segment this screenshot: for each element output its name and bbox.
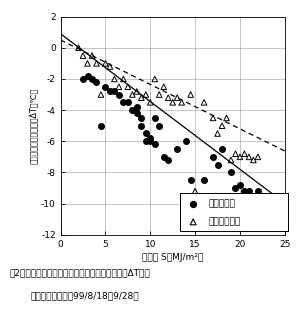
- Point: [139, 123, 144, 129]
- Point: [220, 147, 225, 152]
- Point: [255, 188, 260, 194]
- Point: [135, 104, 139, 110]
- Point: [166, 95, 171, 100]
- Point: [211, 115, 215, 121]
- Point: [191, 201, 196, 206]
- Point: [94, 80, 99, 85]
- Point: [121, 76, 126, 82]
- Point: [247, 188, 251, 194]
- Point: [255, 154, 260, 160]
- Point: [108, 89, 112, 94]
- Point: [148, 136, 153, 141]
- Point: [238, 154, 242, 160]
- Point: [184, 139, 188, 144]
- Text: 図2　培地底部における最高気温時の冷却効果（ΔT）と: 図2 培地底部における最高気温時の冷却効果（ΔT）と: [9, 268, 150, 277]
- Point: [135, 111, 139, 116]
- Point: [139, 115, 144, 121]
- Point: [193, 216, 198, 222]
- Point: [242, 151, 247, 157]
- Point: [161, 84, 166, 90]
- Point: [175, 147, 180, 152]
- Point: [143, 131, 148, 136]
- Point: [90, 76, 95, 82]
- Point: [193, 188, 198, 194]
- Point: [211, 154, 215, 160]
- Point: [139, 95, 144, 100]
- Point: [166, 157, 171, 163]
- Point: [112, 76, 117, 82]
- Point: [175, 95, 180, 100]
- X-axis label: 日射量 S（MJ/m²）: 日射量 S（MJ/m²）: [142, 253, 203, 262]
- Point: [242, 188, 247, 194]
- Point: [116, 84, 121, 90]
- Point: [94, 61, 99, 66]
- Point: [130, 108, 135, 113]
- Point: [148, 100, 153, 105]
- Point: [215, 131, 220, 136]
- Point: [85, 73, 90, 79]
- Point: [247, 154, 251, 160]
- Point: [238, 182, 242, 187]
- Point: [215, 162, 220, 167]
- Point: [76, 45, 81, 51]
- Point: [81, 53, 85, 58]
- Point: [81, 76, 85, 82]
- Point: [98, 123, 103, 129]
- Point: [148, 139, 153, 144]
- Point: [112, 89, 117, 94]
- Point: [220, 123, 225, 129]
- Point: [191, 219, 196, 224]
- Point: [152, 115, 157, 121]
- Point: [130, 92, 135, 97]
- Point: [157, 123, 162, 129]
- Point: [179, 100, 184, 105]
- Point: [116, 92, 121, 97]
- Point: [157, 92, 162, 97]
- Text: パイプ冷却区: パイプ冷却区: [208, 217, 241, 226]
- Point: [161, 154, 166, 160]
- Y-axis label: 対照区培地との温度差ΔT（℃）: 対照区培地との温度差ΔT（℃）: [29, 88, 38, 164]
- Point: [188, 92, 193, 97]
- Point: [135, 89, 139, 94]
- Point: [170, 100, 175, 105]
- Point: [251, 193, 256, 198]
- Point: [143, 92, 148, 97]
- Point: [125, 84, 130, 90]
- Point: [98, 92, 103, 97]
- Point: [202, 100, 207, 105]
- Point: [188, 177, 193, 183]
- Point: [152, 142, 157, 147]
- Point: [228, 157, 233, 163]
- Point: [125, 100, 130, 105]
- Point: [251, 157, 256, 163]
- Point: [90, 53, 95, 58]
- Point: [108, 64, 112, 69]
- Point: [85, 61, 90, 66]
- Point: [233, 151, 238, 157]
- Text: 日射量との関係（99/8/18－9/28）: 日射量との関係（99/8/18－9/28）: [30, 291, 139, 300]
- Point: [224, 115, 229, 121]
- Point: [121, 100, 126, 105]
- Point: [143, 139, 148, 144]
- Point: [233, 185, 238, 191]
- Point: [152, 76, 157, 82]
- Text: 気化冷却区: 気化冷却区: [208, 199, 235, 208]
- Point: [103, 84, 108, 90]
- Point: [103, 61, 108, 66]
- Point: [202, 177, 207, 183]
- Point: [228, 170, 233, 175]
